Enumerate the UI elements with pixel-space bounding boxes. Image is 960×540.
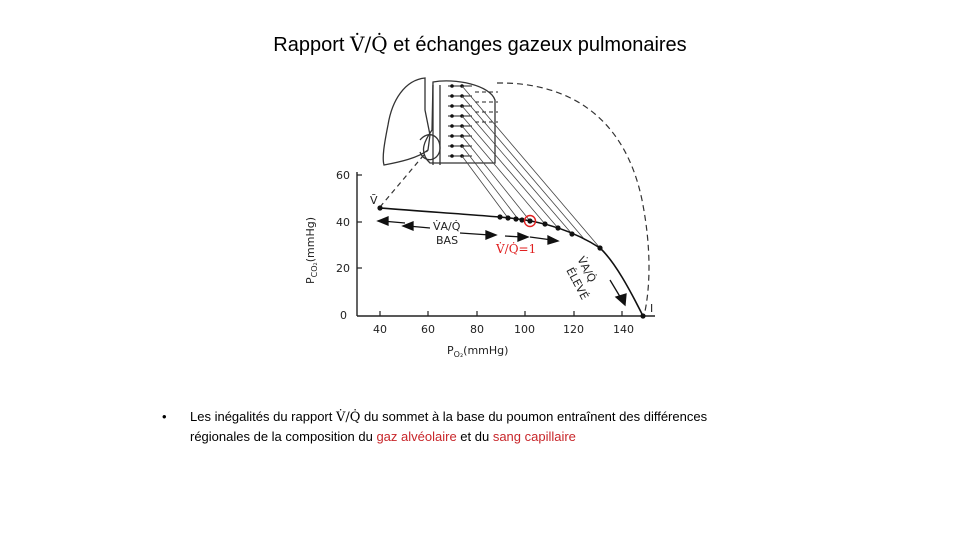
bullet-line1-symbol: V̇/Q̇ bbox=[335, 410, 361, 425]
dashed-envelope-line bbox=[496, 82, 650, 317]
axes bbox=[356, 172, 655, 317]
low-ratio-label: V̇A/Q̇ bbox=[433, 220, 461, 233]
y-tick-label: 0 bbox=[340, 309, 347, 322]
title-prefix: Rapport bbox=[273, 34, 351, 56]
title-symbol: V̇/Q̇ bbox=[350, 32, 388, 56]
bullet-line2-start: régionales de la composition du bbox=[190, 429, 377, 444]
dashed-venous-connector bbox=[379, 149, 429, 208]
lung-region-markers bbox=[448, 85, 498, 157]
bullet-highlight-blood: sang capillaire bbox=[492, 429, 576, 444]
inspired-label: I bbox=[650, 302, 653, 315]
title-suffix: et échanges gazeux pulmonaires bbox=[387, 34, 687, 56]
x-tick-label: 120 bbox=[563, 323, 584, 336]
ratio-one-marker bbox=[523, 214, 537, 228]
bullet-list: • Les inégalités du rapport V̇/Q̇ du som… bbox=[162, 407, 802, 446]
bullet-line1-end: du sommet à la base du poumon entraînent… bbox=[360, 409, 708, 424]
x-axis-title: PO₂(mmHg) bbox=[447, 344, 508, 359]
x-tick-label: 40 bbox=[373, 323, 387, 336]
x-tick-label: 80 bbox=[470, 323, 484, 336]
venous-label: V̄ bbox=[370, 194, 378, 207]
bullet-highlight-gas: gaz alvéolaire bbox=[376, 429, 457, 444]
slide-title: Rapport V̇/Q̇ et échanges gazeux pulmona… bbox=[0, 32, 960, 57]
venous-point bbox=[377, 205, 383, 211]
x-tick-label: 100 bbox=[514, 323, 535, 336]
low-word-label: BAS bbox=[436, 234, 458, 247]
y-axis-title: PCO₂(mmHg) bbox=[304, 217, 319, 284]
bullet-marker: • bbox=[162, 409, 167, 424]
lung-illustration bbox=[382, 77, 496, 166]
y-tick-label: 20 bbox=[336, 262, 350, 275]
ratio-one-annotation: V̇/Q̇=1 bbox=[495, 241, 536, 256]
y-tick-label: 40 bbox=[336, 216, 350, 229]
lung-region-dots bbox=[450, 84, 464, 158]
bullet-line1-start: Les inégalités du rapport bbox=[190, 409, 336, 424]
bullet-line2-mid: et du bbox=[456, 429, 493, 444]
axis-ticks bbox=[357, 174, 623, 316]
inspired-point bbox=[640, 313, 646, 319]
region-connector-lines bbox=[461, 85, 601, 249]
x-tick-label: 140 bbox=[613, 323, 634, 336]
y-tick-label: 60 bbox=[336, 169, 350, 182]
bullet-text: Les inégalités du rapport V̇/Q̇ du somme… bbox=[190, 407, 802, 446]
direction-arrows bbox=[376, 216, 627, 307]
curve-points bbox=[377, 205, 646, 319]
vq-curve bbox=[379, 207, 644, 317]
x-tick-label: 60 bbox=[421, 323, 435, 336]
